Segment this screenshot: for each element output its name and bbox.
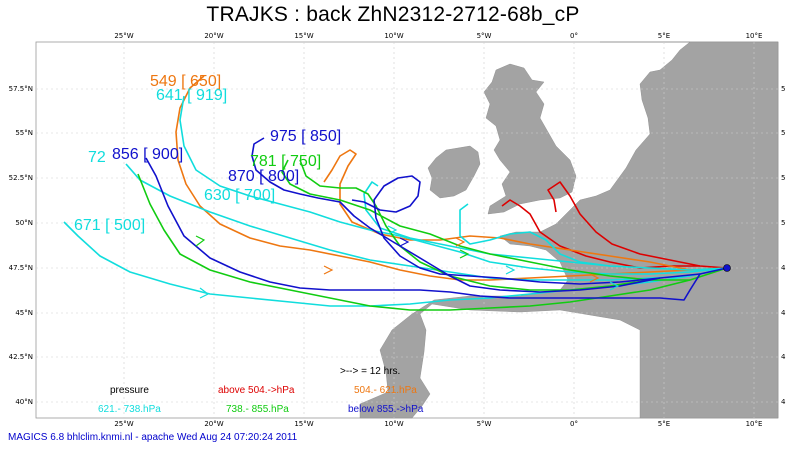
time-marker (195, 235, 206, 247)
trajectory-label: 856 [ 900] (112, 146, 183, 163)
lon-tick-label: 15°W (294, 32, 313, 40)
trajectory-label: 549 [ 650] (150, 73, 221, 90)
lat-tick-label: 55°N (15, 129, 33, 137)
lon-tick-label: 15°W (294, 420, 313, 428)
time-marker (455, 237, 466, 247)
legend-item: 504.- 621.hPa (354, 385, 417, 396)
ireland (427, 145, 481, 199)
arrow-note: >--> = 12 hrs. (340, 366, 400, 377)
lat-tick-label: 55°N (781, 129, 786, 137)
legend-item: above 504.->hPa (218, 385, 295, 396)
lon-tick-label: 25°W (114, 32, 133, 40)
lat-tick-label: 50°N (15, 219, 33, 227)
trajectory-label: 671 [ 500] (74, 217, 145, 234)
trajectory-red (547, 181, 728, 269)
trajectory-label: 781 [ 750] (250, 153, 321, 170)
trajectory-blue-3 (251, 137, 661, 293)
trajectory-blue-2 (351, 175, 701, 285)
lon-tick-label: 0° (570, 32, 578, 40)
land (359, 41, 779, 419)
lat-tick-label: 45°N (15, 309, 33, 317)
graticule (36, 42, 778, 418)
trajectory-blue-1 (145, 157, 728, 301)
trajectory-endpoint (723, 264, 731, 272)
time-marker (459, 249, 470, 259)
lat-tick-label: 40°N (15, 398, 33, 406)
lon-tick-label: 5°E (658, 32, 670, 40)
trajectory-label: 630 [ 700] (204, 187, 275, 204)
lat-tick-labels: 57.5°N 55°N 52.5°N 50°N 47.5°N 45°N 42.5… (9, 85, 33, 406)
time-marker (589, 273, 600, 283)
legend-title: pressure (110, 385, 149, 396)
footer-credit: MAGICS 6.8 bhlclim.knmi.nl - apache Wed … (8, 432, 298, 443)
lon-tick-label: 20°W (204, 420, 223, 428)
lat-tick-labels-right: 57.5°N 55°N 52.5°N 50°N 47.5°N 45°N 42.5… (781, 85, 786, 406)
lon-tick-label: 5°E (658, 420, 670, 428)
legend-item: 621.- 738.hPa (98, 404, 161, 415)
trajectory-cyan-3 (459, 203, 728, 271)
time-marker (387, 225, 398, 235)
lat-tick-label: 47.5°N (9, 264, 33, 272)
trajectory-cyan-4 (125, 163, 691, 281)
lon-tick-label: 5°W (477, 32, 492, 40)
trajectory-label: 870 [ 800] (228, 168, 299, 185)
trajectory-green-1 (137, 173, 728, 311)
lat-tick-label: 52.5°N (781, 174, 786, 182)
trajectory-orange (175, 75, 728, 281)
lat-tick-label: 52.5°N (9, 174, 33, 182)
time-marker (609, 281, 620, 291)
trajectory-cyan-5 (363, 181, 611, 267)
lat-tick-label: 45°N (781, 309, 786, 317)
trajectory-green-3 (299, 159, 651, 291)
lon-tick-label: 10°W (384, 420, 403, 428)
trajectory-labels: 549 [ 650] 641 [ 919] 975 [ 850] 72 856 … (74, 73, 341, 234)
lon-tick-label: 5°W (477, 420, 492, 428)
continental-europe (359, 41, 779, 419)
lon-tick-labels: 25°W 20°W 15°W 10°W 5°W 0° 5°E 10°E 25°W… (114, 32, 762, 428)
lon-tick-label: 0° (570, 420, 578, 428)
lon-tick-label: 10°E (746, 32, 763, 40)
legend-item: 738.- 855.hPa (226, 404, 289, 415)
legend: >--> = 12 hrs. pressure above 504.->hPa … (98, 366, 424, 415)
lat-tick-label: 50°N (781, 219, 786, 227)
trajectory-green-2 (281, 159, 690, 281)
map-title: TRAJKS : back ZhN2312-2712-68b_cP (206, 3, 580, 26)
lon-tick-label: 10°W (384, 32, 403, 40)
time-marker (323, 265, 334, 275)
lat-tick-label: 57.5°N (781, 85, 786, 93)
lat-tick-label: 42.5°N (781, 353, 786, 361)
great-britain (483, 63, 577, 215)
trajectory-label: 72 (88, 149, 106, 166)
lat-tick-label: 47.5°N (781, 264, 786, 272)
lon-tick-label: 25°W (114, 420, 133, 428)
time-marker (505, 265, 516, 275)
legend-item: below 855.->hPa (348, 404, 424, 415)
time-marker (399, 237, 410, 247)
lon-tick-label: 10°E (746, 420, 763, 428)
time-marker (199, 287, 210, 299)
lat-tick-label: 42.5°N (9, 353, 33, 361)
trajectory-cyan-1 (179, 95, 728, 275)
time-markers (195, 225, 620, 299)
lon-tick-label: 20°W (204, 32, 223, 40)
trajectory-label: 975 [ 850] (270, 128, 341, 145)
trajectory-label: 641 [ 919] (156, 87, 227, 104)
lat-tick-label: 57.5°N (9, 85, 33, 93)
trajectories (63, 75, 731, 311)
lat-tick-label: 40°N (781, 398, 786, 406)
